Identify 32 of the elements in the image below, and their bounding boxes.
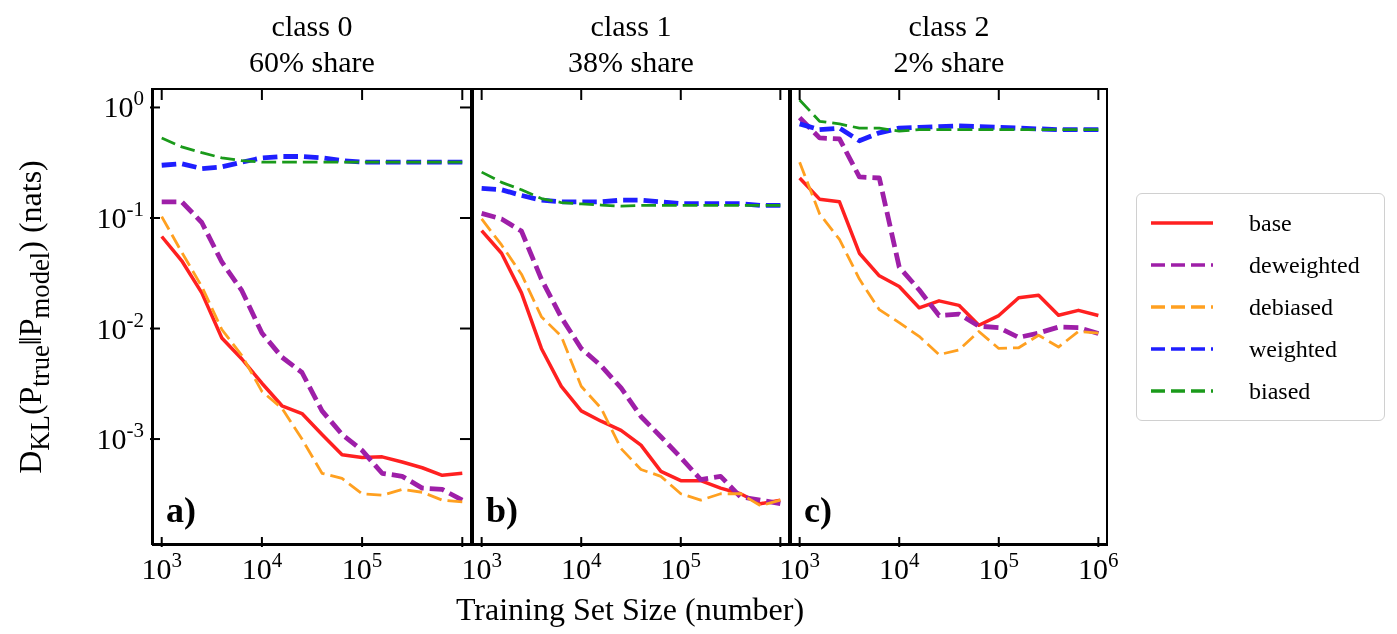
- line-series: [159, 154, 465, 171]
- x-tick-label: 10$^{6}$: [1078, 548, 1119, 585]
- x-tick-label: 10$^{4}$: [560, 548, 602, 585]
- legend-label: debiased: [1249, 293, 1334, 321]
- x-tick-label: 10$^{5}$: [660, 548, 702, 585]
- annotation: b): [486, 489, 519, 531]
- chart-title: class 0: [270, 8, 354, 44]
- chart-subtitle: 60% share: [248, 44, 376, 80]
- line-series: [160, 136, 464, 164]
- legend-label: deweighted: [1249, 251, 1361, 279]
- x-tick-label: 10$^{5}$: [978, 548, 1020, 585]
- chart-title: class 2: [907, 8, 991, 44]
- x-tick-label: 10$^{5}$: [341, 548, 383, 585]
- x-tick-label: 10$^{4}$: [878, 548, 920, 585]
- y-tick-label: 10$^{-2}$: [96, 307, 144, 345]
- legend-label: base: [1249, 209, 1293, 237]
- y-tick-label: 10$^{-1}$: [96, 196, 144, 234]
- x-tick-label: 10$^{4}$: [241, 548, 283, 585]
- legend-label: weighted: [1249, 335, 1338, 363]
- x-tick-label: 10$^{3}$: [141, 548, 182, 585]
- legend-label: biased: [1249, 377, 1312, 405]
- chart-subtitle: 38% share: [567, 44, 695, 80]
- y-tick-label: 10$^{-3}$: [96, 418, 144, 456]
- annotation: c): [804, 489, 832, 531]
- chart-subtitle: 2% share: [892, 44, 1006, 80]
- chart-title: class 1: [589, 8, 673, 44]
- line-series: [159, 234, 465, 478]
- x-axis-title: Training Set Size (number): [454, 591, 806, 628]
- x-tick-label: 10$^{3}$: [461, 548, 502, 585]
- annotation: a): [166, 489, 196, 531]
- x-tick-label: 10$^{3}$: [779, 548, 820, 585]
- y-tick-label: 10$^{0}$: [103, 86, 144, 124]
